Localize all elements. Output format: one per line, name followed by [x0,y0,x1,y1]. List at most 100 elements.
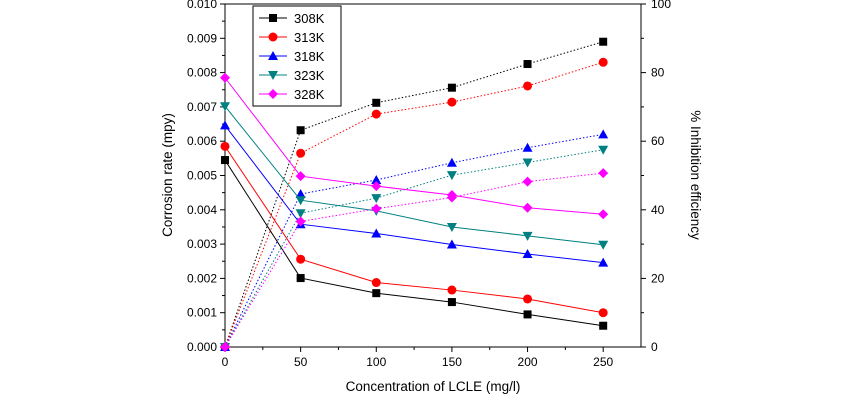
x-axis-title: Concentration of LCLE (mg/l) [346,379,521,394]
efficiency-point [522,158,533,168]
y-tick-label: 0.003 [187,237,217,251]
y2-tick-label: 0 [651,340,658,354]
corrosion-point [447,298,456,307]
corrosion-point [447,285,457,295]
x-tick-label: 0 [222,355,229,369]
legend: 308K 313K 318K 323K 328K [252,5,342,107]
corrosion-line [224,105,604,246]
corrosion-point [598,209,609,220]
corrosion-point [598,308,608,318]
efficiency-point [296,148,306,158]
corrosion-line [224,146,604,314]
corrosion-point [446,190,457,201]
corrosion-point [523,294,533,304]
efficiency-point [522,142,533,152]
corrosion-point [295,196,306,206]
series-layer [220,37,609,352]
x-tick-label: 150 [442,355,462,369]
y2-tick-label: 60 [651,134,665,148]
corrosion-point [371,278,381,288]
efficiency-line [224,133,604,348]
y-tick-labels: 0.000 0.001 0.002 0.003 0.004 0.005 0.006 0.007… [187,0,217,354]
legend-label: 308K [294,11,325,26]
efficiency-point [598,145,609,155]
efficiency-point [447,97,457,107]
y2-tick-label: 100 [651,0,671,11]
efficiency-point [371,203,382,214]
x-tick-label: 50 [294,355,308,369]
y2-tick-label: 20 [651,271,665,285]
y-tick-label: 0.010 [187,0,217,11]
x-tick-label: 100 [366,355,386,369]
y-tick-label: 0.008 [187,66,217,80]
series-313K [220,57,608,352]
efficiency-line [224,41,604,348]
y-axis-title: Corrosion rate (mpy) [160,113,175,237]
series-328K [220,72,609,352]
x-tick-label: 250 [593,355,613,369]
efficiency-point [295,209,306,219]
corrosion-point [295,171,306,182]
corrosion-point [220,141,230,151]
legend-marker [268,32,278,42]
corrosion-point [522,249,533,259]
corrosion-point [371,228,382,238]
legend-marker [269,14,277,22]
series-323K [220,102,609,352]
legend-marker [268,51,278,60]
legend-label: 323K [294,68,325,83]
efficiency-point [220,342,230,352]
series-318K [220,120,609,351]
corrosion-line [224,159,604,327]
y-tick-label: 0.005 [187,169,217,183]
legend-label: 313K [294,30,325,45]
efficiency-point [372,98,381,107]
corrosion-point [296,254,306,264]
legend-marker [268,71,278,80]
efficiency-point [295,216,306,227]
efficiency-line [224,149,604,348]
y-tick-label: 0.009 [187,31,217,45]
corrosion-point [371,181,382,192]
y-tick-label: 0.006 [187,134,217,148]
efficiency-point [523,60,532,69]
y2-tick-label: 80 [651,66,665,80]
y-tick-label: 0.000 [187,340,217,354]
y-tick-label: 0.002 [187,271,217,285]
efficiency-point [447,83,456,92]
corrosion-point [372,289,381,298]
corrosion-point [220,72,230,83]
corrosion-point [522,231,533,241]
efficiency-point [371,109,381,119]
corrosion-point [220,120,230,130]
corrosion-point [296,274,305,283]
corrosion-point [446,222,457,232]
legend-marker [268,89,278,99]
corrosion-point [522,202,533,213]
corrosion-line [224,77,604,215]
efficiency-line [224,172,604,348]
corrosion-point [598,240,609,250]
efficiency-point [598,129,609,139]
efficiency-point [371,174,382,184]
corrosion-point [221,156,229,165]
efficiency-point [371,194,382,204]
efficiency-point [446,157,457,167]
efficiency-point [599,37,608,46]
corrosion-point [599,321,608,330]
y2-tick-labels: 0 20 40 60 80 100 [651,0,671,354]
corrosion-point [446,239,457,249]
efficiency-point [295,189,306,199]
y-tick-label: 0.007 [187,100,217,114]
x-tick-labels: 0 50 100 150 200 250 [222,355,614,369]
efficiency-point [598,57,608,67]
legend-label: 318K [294,49,325,64]
efficiency-point [296,126,305,135]
corrosion-point [523,310,532,319]
efficiency-point [598,168,609,179]
x-tick-label: 200 [518,355,538,369]
efficiency-point [523,81,533,91]
corrosion-point [598,257,609,267]
y2-tick-label: 40 [651,203,665,217]
